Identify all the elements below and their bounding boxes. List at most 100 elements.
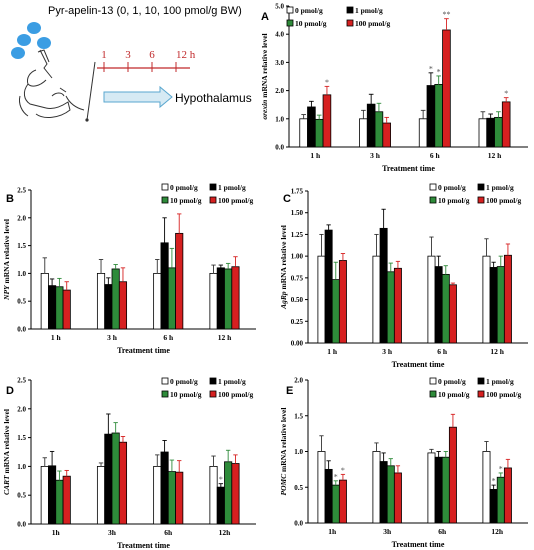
bar [393,472,402,524]
legend-label: 10 pmol/g [438,196,470,205]
bar [324,468,333,524]
y-tick-label: 1.25 [291,231,304,239]
y-tick-label: 5.0 [275,3,284,11]
x-tick-label: 3h [383,527,392,536]
x-tick-label: 12h [219,528,232,537]
x-tick-label: 3 h [370,151,381,160]
schematic: Pyr-apelin-13 (0, 1, 10, 100 pmol/g BW) [11,5,252,122]
x-axis-label: Treatment time [392,540,445,549]
y-axis-label: POMC mRNA relative level [279,408,288,496]
y-tick-label: 2.0 [275,87,284,95]
bar [167,267,176,330]
x-axis-label: Treatment time [382,164,435,173]
bar [482,451,491,524]
x-tick-label: 6 h [430,151,441,160]
bar [209,465,218,525]
bar [434,456,443,524]
bar [216,486,225,525]
significance-mark: * [492,477,496,486]
bar [448,426,457,524]
bar [338,479,347,524]
legend-label: 100 pmol/g [355,19,390,28]
bar [96,272,106,330]
bar [496,266,505,344]
legend-swatch [161,390,169,398]
y-axis-label: CART mRNA relative level [2,409,11,495]
panel-letter: E [286,385,293,397]
significance-mark: * [437,67,441,76]
bar [322,94,332,148]
bar [372,255,381,344]
bar [153,272,162,330]
x-tick-label: 1h [328,527,337,536]
y-tick-label: 0.0 [17,521,26,529]
bar [314,118,324,148]
significance-mark: * [325,78,329,87]
legend-label: 1 pmol/g [486,377,514,386]
y-tick-label: 0.0 [275,144,284,152]
chart-panel-e: E 0.0 0.5 1.0 1.5 2.0 POMC mRNA relative level… [279,377,528,549]
bar [441,273,450,344]
timeline: 1 3 6 12 h [97,49,196,72]
y-tick-label: 0.25 [291,318,304,326]
bar [434,266,443,344]
y-tick-label: 2.5 [17,377,26,385]
bar [501,101,511,148]
legend-swatch [429,377,437,385]
bar [118,441,128,525]
legend-swatch [429,390,437,398]
y-tick-label: 2.5 [17,187,26,195]
bar [96,465,106,525]
bar [393,267,402,344]
legend-swatch [429,196,437,204]
bar [374,111,384,148]
bar [118,281,128,330]
x-tick-label: 12h [491,527,504,536]
y-tick-label: 2.0 [17,405,26,413]
bar [209,272,218,330]
bar [386,465,395,524]
x-tick-label: 12 h [488,151,502,160]
legend-swatch [161,183,169,191]
significance-mark: * [499,464,503,473]
legend-swatch [286,6,294,14]
bar [231,463,240,525]
bar [55,286,64,330]
bar [175,232,184,330]
bar [441,456,450,524]
timeline-label-3: 3 [125,49,131,61]
legend-label: 1 pmol/g [218,183,246,192]
legend-label: 100 pmol/g [218,196,253,205]
legend-swatch [477,183,485,191]
legend-label: 1 pmol/g [218,377,246,386]
significance-mark: ** [442,10,450,19]
hypothalamus-arrow-icon [103,85,173,109]
bar [299,118,308,148]
legend-label: 10 pmol/g [170,390,202,399]
timeline-label-12: 12 h [176,49,196,61]
x-tick-label: 3h [108,528,117,537]
y-axis-label: AgRp mRNA relative level [279,225,288,310]
bar [104,433,113,525]
bar [153,465,162,525]
bar [434,83,443,148]
bar [489,267,498,344]
x-tick-label: 6h [164,528,173,537]
legend: 0 pmol/g 1 pmol/g 10 pmol/g 100 pmol/g [161,377,253,399]
bar [331,279,340,344]
bar [379,227,388,344]
bar [386,271,395,344]
chart-panel-d: D 0.0 0.5 1.0 1.5 2.0 2.5 CART mRNA relative le… [2,377,256,550]
bar [160,242,169,330]
schematic-title: Pyr-apelin-13 (0, 1, 10, 100 pmol/g BW) [48,5,242,17]
bar [111,432,120,525]
legend-swatch [209,183,217,191]
bar [359,118,368,148]
legend: 0 pmol/g 1 pmol/g 10 pmol/g 100 pmol/g [429,377,521,399]
chart-panel-c: C 0.00 0.25 0.50 0.75 1.00 1.25 1.50 1.75 AgRp mR… [279,183,528,369]
legend-label: 0 pmol/g [438,183,466,192]
y-tick-label: 0.5 [17,492,26,500]
bar [317,451,326,524]
bar [324,229,333,344]
